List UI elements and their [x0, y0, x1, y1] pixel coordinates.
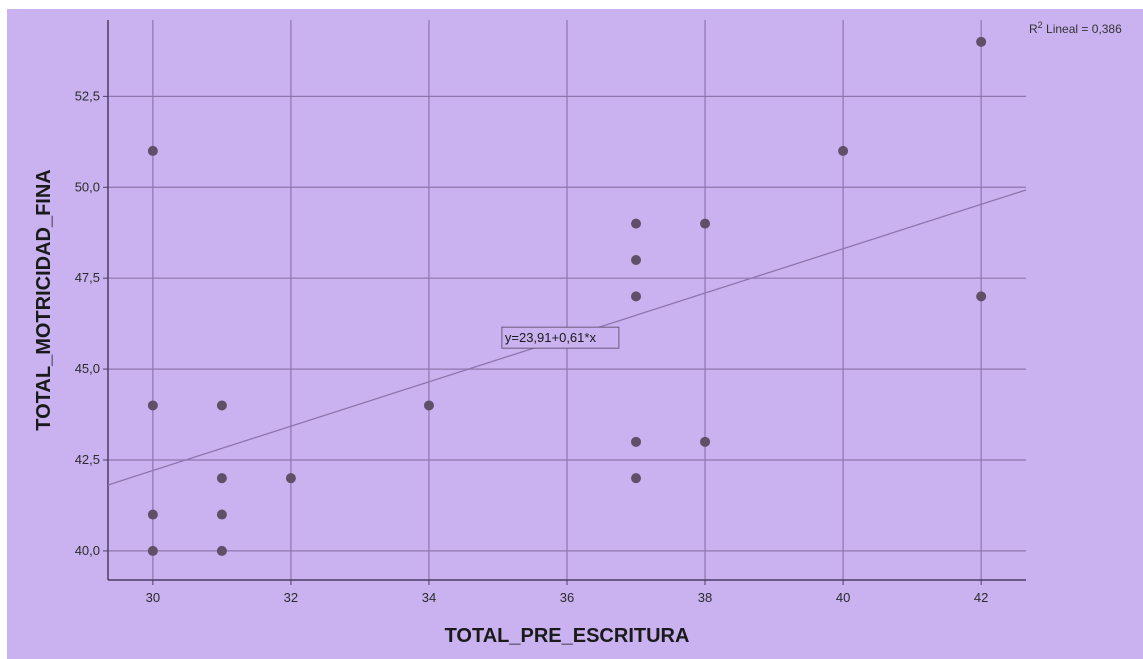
data-points [147, 36, 987, 556]
x-tick-label: 36 [560, 590, 574, 605]
y-tick-label: 42,5 [75, 452, 100, 467]
y-tick-label: 45,0 [75, 361, 100, 376]
equation-label: y=23,91+0,61*x [505, 330, 597, 345]
equation-label-border [501, 326, 620, 349]
y-gridlines [108, 95, 1026, 552]
y-axis-title: TOTAL_MOTRICIDAD_FINA [33, 169, 55, 430]
data-point [976, 36, 987, 47]
data-point [631, 255, 642, 265]
y-tick-label: 40,0 [75, 543, 100, 558]
r2-prefix: R [1029, 22, 1038, 36]
y-tick-label: 52,5 [75, 88, 100, 103]
data-point [147, 545, 158, 556]
x-tick-label: 38 [698, 590, 712, 605]
data-point [147, 400, 158, 411]
r2-label: R2 Lineal = 0,386 [1029, 20, 1122, 36]
x-tick-label: 30 [146, 590, 160, 605]
x-axis-title: TOTAL_PRE_ESCRITURA [445, 625, 690, 647]
y-axis-ticks: 40,0 42,5 45,0 47,5 50,0 52,5 [75, 88, 108, 558]
data-point [216, 400, 227, 411]
data-point [700, 218, 711, 229]
x-axis-ticks: 30 32 34 36 38 40 42 [146, 580, 988, 605]
data-point [216, 473, 227, 484]
y-tick-label: 47,5 [75, 270, 100, 285]
data-point [700, 436, 711, 447]
data-point [631, 436, 642, 447]
data-point [838, 145, 849, 156]
data-point [285, 473, 296, 484]
data-point [147, 145, 158, 156]
r2-text: Lineal = 0,386 [1043, 22, 1122, 36]
x-gridlines [152, 20, 982, 580]
x-tick-label: 40 [836, 590, 850, 605]
data-point [423, 400, 434, 411]
data-point [216, 509, 227, 520]
y-tick-label: 50,0 [75, 179, 100, 194]
equation-label-box: y=23,91+0,61*x [501, 326, 620, 349]
data-point [631, 291, 642, 302]
data-point [216, 545, 227, 556]
data-point [631, 218, 642, 229]
data-point [147, 509, 158, 520]
data-point [976, 291, 987, 302]
x-tick-label: 34 [422, 590, 436, 605]
x-tick-label: 32 [284, 590, 298, 605]
r2-superscript: 2 [1038, 20, 1043, 30]
data-point [631, 473, 642, 484]
x-tick-label: 42 [974, 590, 988, 605]
